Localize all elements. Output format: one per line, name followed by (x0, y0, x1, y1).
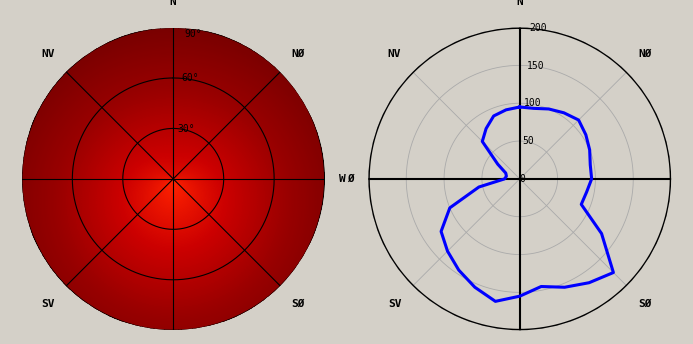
Text: NØ: NØ (638, 49, 651, 59)
Text: N: N (170, 0, 177, 7)
Text: 30°: 30° (177, 123, 195, 133)
Text: N: N (516, 0, 523, 7)
Text: SV: SV (388, 299, 401, 309)
Text: W: W (340, 174, 346, 184)
Text: Ø: Ø (347, 174, 353, 184)
Text: 150: 150 (527, 61, 544, 71)
Text: SØ: SØ (638, 299, 651, 309)
Text: NØ: NØ (292, 49, 305, 59)
Text: SV: SV (42, 299, 55, 309)
Text: 90°: 90° (185, 29, 202, 39)
Text: NV: NV (42, 49, 55, 59)
Text: 50: 50 (522, 136, 534, 146)
Text: NV: NV (388, 49, 401, 59)
Text: 60°: 60° (182, 73, 199, 83)
Text: SØ: SØ (292, 299, 305, 309)
Text: 100: 100 (525, 98, 542, 108)
Text: 0: 0 (520, 174, 525, 184)
Text: 200: 200 (529, 23, 547, 33)
